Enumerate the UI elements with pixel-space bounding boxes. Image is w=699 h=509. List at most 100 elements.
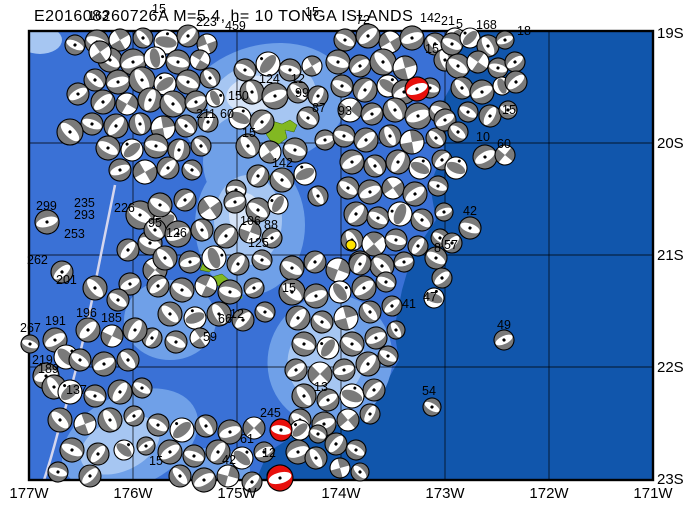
depth-label: 15 (282, 281, 296, 295)
depth-label: 459 (225, 19, 246, 33)
focal-mechanism (190, 218, 214, 242)
depth-label: 10 (476, 130, 490, 144)
focal-mechanism (165, 49, 191, 75)
focal-mechanism (308, 424, 328, 444)
focal-mechanism (157, 301, 183, 327)
depth-label: 293 (74, 208, 95, 222)
focal-mechanism (348, 54, 372, 78)
focal-mechanism (444, 156, 468, 180)
focal-mechanism (64, 34, 86, 56)
focal-mechanism (261, 82, 289, 110)
focal-mechanism (333, 305, 359, 331)
focal-mechanism (78, 464, 102, 488)
depth-label: 191 (45, 314, 66, 328)
focal-mechanism (105, 69, 131, 95)
focal-mechanism (285, 305, 311, 331)
focal-mechanism (226, 252, 250, 276)
focal-mechanism (324, 432, 348, 456)
focal-mechanism (392, 55, 418, 81)
focal-mechanism (122, 317, 148, 343)
focal-mechanism (296, 106, 320, 130)
focal-mechanism (385, 149, 411, 175)
epicenter-marker (345, 239, 357, 251)
focal-mechanism (178, 250, 202, 274)
focal-mechanism (339, 383, 365, 409)
focal-mechanism (261, 227, 283, 249)
focal-mechanism (350, 462, 370, 482)
focal-mechanism (386, 320, 406, 340)
depth-label: 61 (240, 432, 254, 446)
focal-mechanism (358, 300, 382, 324)
focal-mechanism (20, 334, 40, 354)
y-axis-label: 21S (657, 247, 684, 264)
focal-mechanism (245, 197, 271, 223)
depth-label: 15 (305, 5, 319, 19)
y-axis-label: 23S (657, 471, 684, 488)
focal-mechanism (176, 24, 200, 48)
focal-mechanism (352, 77, 378, 103)
focal-mechanism (100, 324, 124, 348)
focal-mechanism (343, 201, 369, 227)
focal-mechanism (393, 251, 415, 273)
depth-label: 72 (356, 13, 370, 27)
focal-mechanism (120, 138, 144, 162)
focal-mechanism (301, 55, 323, 77)
focal-mechanism (34, 209, 60, 235)
focal-mechanism (408, 156, 432, 180)
depth-label: 137 (66, 383, 87, 397)
focal-mechanism (369, 48, 397, 76)
depth-label: 42 (463, 204, 477, 218)
focal-mechanism (336, 176, 360, 200)
focal-mechanism (353, 127, 379, 153)
focal-mechanism (189, 327, 211, 349)
focal-mechanism (339, 331, 365, 357)
depth-label: 18 (517, 24, 531, 38)
focal-mechanism (217, 279, 243, 305)
focal-mechanism (174, 114, 198, 138)
focal-mechanism (269, 167, 295, 193)
focal-mechanism (493, 329, 515, 351)
focal-mechanism (118, 272, 142, 296)
focal-mechanism (427, 175, 449, 197)
focal-mechanism (325, 257, 351, 283)
depth-label: 223 (196, 15, 217, 29)
focal-mechanism (355, 23, 381, 49)
focal-mechanism (213, 223, 239, 249)
focal-mechanism (425, 127, 447, 149)
focal-mechanism (73, 412, 97, 436)
focal-mechanism (103, 113, 129, 139)
focal-mechanism (80, 112, 104, 136)
focal-mechanism-red (404, 76, 430, 102)
plot-title: E201608260726A M=5.4, h= 10 TONGA ISLAND… (34, 8, 413, 25)
focal-mechanism (56, 118, 84, 146)
depth-label: 47 (423, 290, 437, 304)
depth-label: 8 (434, 241, 441, 255)
focal-mechanism (423, 287, 445, 309)
depth-label: 142 (420, 11, 441, 25)
x-axis-label: 177W (9, 485, 49, 502)
focal-mechanism (59, 437, 85, 463)
y-axis-label: 19S (657, 25, 684, 42)
focal-mechanism (175, 69, 201, 95)
focal-mechanism (434, 202, 454, 222)
focal-mechanism (378, 124, 402, 148)
focal-mechanism (108, 28, 132, 52)
focal-mechanism (143, 46, 167, 70)
depth-label: 253 (64, 227, 85, 241)
axis-labels: 177W 176W 175W 174W 173W 172W 171W 19S 20S 21S 22S… (9, 25, 683, 502)
focal-mechanism (66, 82, 90, 106)
focal-mechanism (381, 295, 403, 317)
focal-mechanism (254, 301, 276, 323)
depth-label: 60 (497, 137, 511, 151)
x-axis-label: 173W (425, 485, 465, 502)
focal-mechanism (279, 255, 305, 281)
focal-mechanism (95, 135, 121, 161)
focal-mechanism (410, 208, 434, 232)
focal-mechanism (399, 129, 425, 155)
focal-mechanism (337, 97, 363, 123)
focal-mechanism (182, 444, 206, 468)
focal-mechanism (233, 58, 257, 82)
focal-mechanism (123, 405, 145, 427)
depth-label: 99 (295, 86, 309, 100)
